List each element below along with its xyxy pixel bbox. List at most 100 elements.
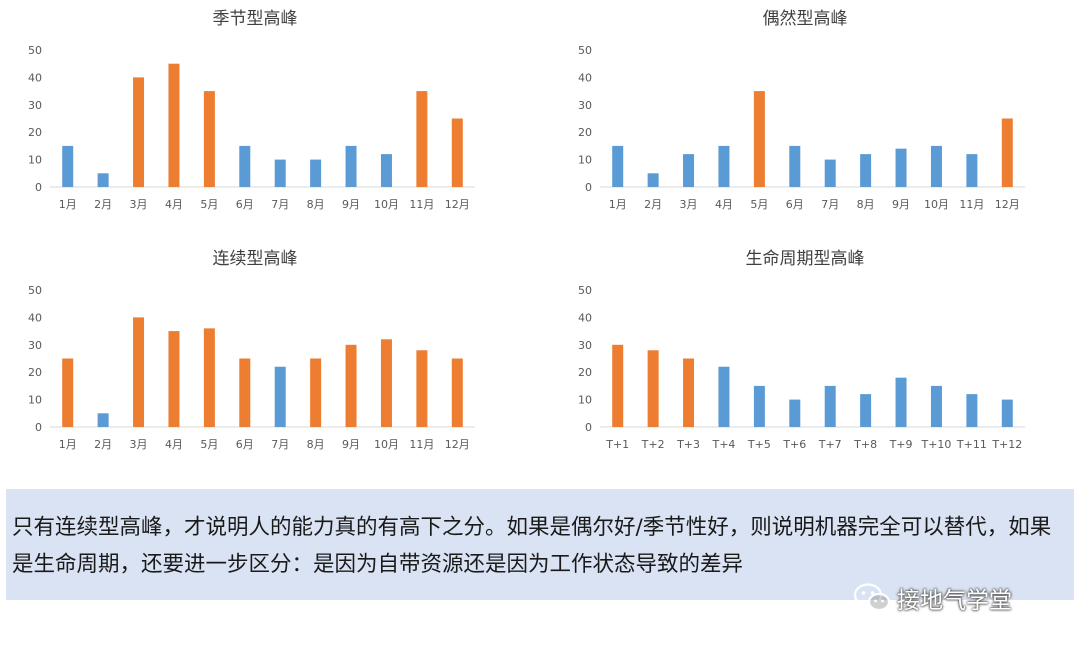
- watermark: 接地气学堂: [853, 578, 1012, 618]
- bar: [824, 159, 836, 187]
- bar: [683, 358, 695, 427]
- x-tick-label: T+7: [818, 438, 842, 451]
- x-tick-label: T+6: [782, 438, 806, 451]
- x-tick-label: 5月: [200, 438, 218, 451]
- y-tick-label: 0: [585, 181, 592, 194]
- chart-svg: 连续型高峰 0 10 20 30 40 50 1月 2月 3月 4月 5月 6月 7月 8月 9月 10月 11月…: [28, 249, 475, 451]
- bar: [416, 350, 428, 427]
- x-tick-label: 6月: [236, 438, 254, 451]
- x-tick-label: 1月: [609, 198, 627, 211]
- x-tick-label: T+8: [853, 438, 877, 451]
- y-tick-label: 20: [28, 366, 42, 379]
- bar: [274, 159, 286, 187]
- x-tick-label: 10月: [374, 438, 399, 451]
- caption-text: 只有连续型高峰，才说明人的能力真的有高下之分。如果是偶尔好/季节性好，则说明机器…: [12, 515, 1052, 577]
- x-tick-label: 1月: [59, 198, 77, 211]
- x-tick-label: 7月: [271, 438, 289, 451]
- bar: [274, 366, 286, 427]
- bar: [930, 385, 942, 427]
- y-tick-label: 20: [28, 126, 42, 139]
- y-tick-label: 0: [35, 421, 42, 434]
- y-tick-label: 30: [578, 339, 592, 352]
- y-tick-label: 0: [35, 181, 42, 194]
- bar: [930, 145, 942, 187]
- bar: [1001, 399, 1013, 427]
- x-tick-label: 7月: [821, 198, 839, 211]
- chart-svg: 季节型高峰 0 10 20 30 40 50 1月 2月 3月 4月 5月 6月 7月 8月 9月 10月 11月…: [28, 9, 475, 211]
- bar: [62, 358, 74, 427]
- y-tick-label: 10: [578, 154, 592, 167]
- bar: [718, 145, 730, 187]
- x-tick-label: 2月: [644, 198, 662, 211]
- x-tick-label: 4月: [165, 438, 183, 451]
- y-tick-label: 30: [578, 99, 592, 112]
- y-tick-label: 30: [28, 339, 42, 352]
- x-tick-label: 2月: [94, 198, 112, 211]
- bar: [380, 154, 392, 187]
- y-tick-label: 50: [28, 284, 42, 297]
- bar: [239, 358, 251, 427]
- y-tick-label: 30: [28, 99, 42, 112]
- bar: [647, 173, 659, 187]
- x-tick-label: 3月: [130, 438, 148, 451]
- bar: [895, 148, 907, 187]
- bar: [718, 366, 730, 427]
- x-tick-label: 4月: [715, 198, 733, 211]
- bar: [203, 328, 215, 427]
- bar: [97, 173, 109, 187]
- bar: [416, 91, 428, 187]
- x-tick-label: T+12: [991, 438, 1022, 451]
- bar: [310, 358, 322, 427]
- x-tick-label: T+10: [920, 438, 951, 451]
- caption-box: 只有连续型高峰，才说明人的能力真的有高下之分。如果是偶尔好/季节性好，则说明机器…: [6, 489, 1074, 600]
- chart-title: 偶然型高峰: [763, 9, 848, 29]
- bar: [860, 394, 872, 427]
- bar: [168, 331, 180, 427]
- bar: [966, 154, 978, 187]
- bar: [380, 339, 392, 427]
- x-tick-label: 7月: [271, 198, 289, 211]
- x-tick-label: 3月: [680, 198, 698, 211]
- x-tick-label: 2月: [94, 438, 112, 451]
- x-tick-label: 11月: [959, 198, 984, 211]
- chart-continuous-peak: 连续型高峰 0 10 20 30 40 50 1月 2月 3月 4月 5月 6月 7月 8月 9月 10月 11月…: [15, 240, 535, 470]
- x-tick-label: 6月: [786, 198, 804, 211]
- x-tick-label: T+1: [605, 438, 629, 451]
- x-tick-label: 8月: [307, 198, 325, 211]
- x-tick-label: 5月: [750, 198, 768, 211]
- bar: [1001, 118, 1013, 187]
- x-tick-label: 12月: [995, 198, 1020, 211]
- bar: [860, 154, 872, 187]
- y-tick-label: 10: [28, 154, 42, 167]
- chart-title: 生命周期型高峰: [746, 249, 865, 269]
- chart-svg: 生命周期型高峰 0 10 20 30 40 50 T+1 T+2 T+3 T+4 T+5 T+6 T+7 T…: [578, 249, 1025, 451]
- bar: [612, 145, 624, 187]
- chart-title: 季节型高峰: [213, 9, 298, 29]
- bar: [824, 385, 836, 427]
- x-tick-label: 9月: [892, 198, 910, 211]
- y-tick-label: 10: [28, 394, 42, 407]
- bar: [789, 399, 801, 427]
- y-tick-label: 0: [585, 421, 592, 434]
- x-tick-label: T+2: [641, 438, 665, 451]
- y-tick-label: 20: [578, 126, 592, 139]
- x-tick-label: 12月: [445, 438, 470, 451]
- bar: [647, 350, 659, 427]
- x-tick-label: T+5: [747, 438, 771, 451]
- y-tick-label: 50: [578, 44, 592, 57]
- y-tick-label: 40: [578, 71, 592, 84]
- chart-lifecycle-peak: 生命周期型高峰 0 10 20 30 40 50 T+1 T+2 T+3 T+4 T+5 T+6 T+7 T…: [565, 240, 1080, 470]
- x-tick-label: 5月: [200, 198, 218, 211]
- bar: [168, 63, 180, 188]
- chart-occasional-peak: 偶然型高峰 0 10 20 30 40 50 1月 2月 3月 4月 5月 6月 7月 8月 9月 10月 11月…: [565, 0, 1080, 230]
- bar: [310, 159, 322, 187]
- bar: [345, 344, 357, 427]
- bar: [683, 154, 695, 187]
- x-tick-label: 12月: [445, 198, 470, 211]
- y-tick-label: 40: [28, 71, 42, 84]
- bar: [133, 317, 145, 427]
- chart-seasonal-peak: 季节型高峰 0 10 20 30 40 50 1月 2月 3月 4月 5月 6月 7月 8月 9月 10月 11月…: [15, 0, 535, 230]
- bar: [97, 413, 109, 427]
- bar: [451, 358, 463, 427]
- x-tick-label: 1月: [59, 438, 77, 451]
